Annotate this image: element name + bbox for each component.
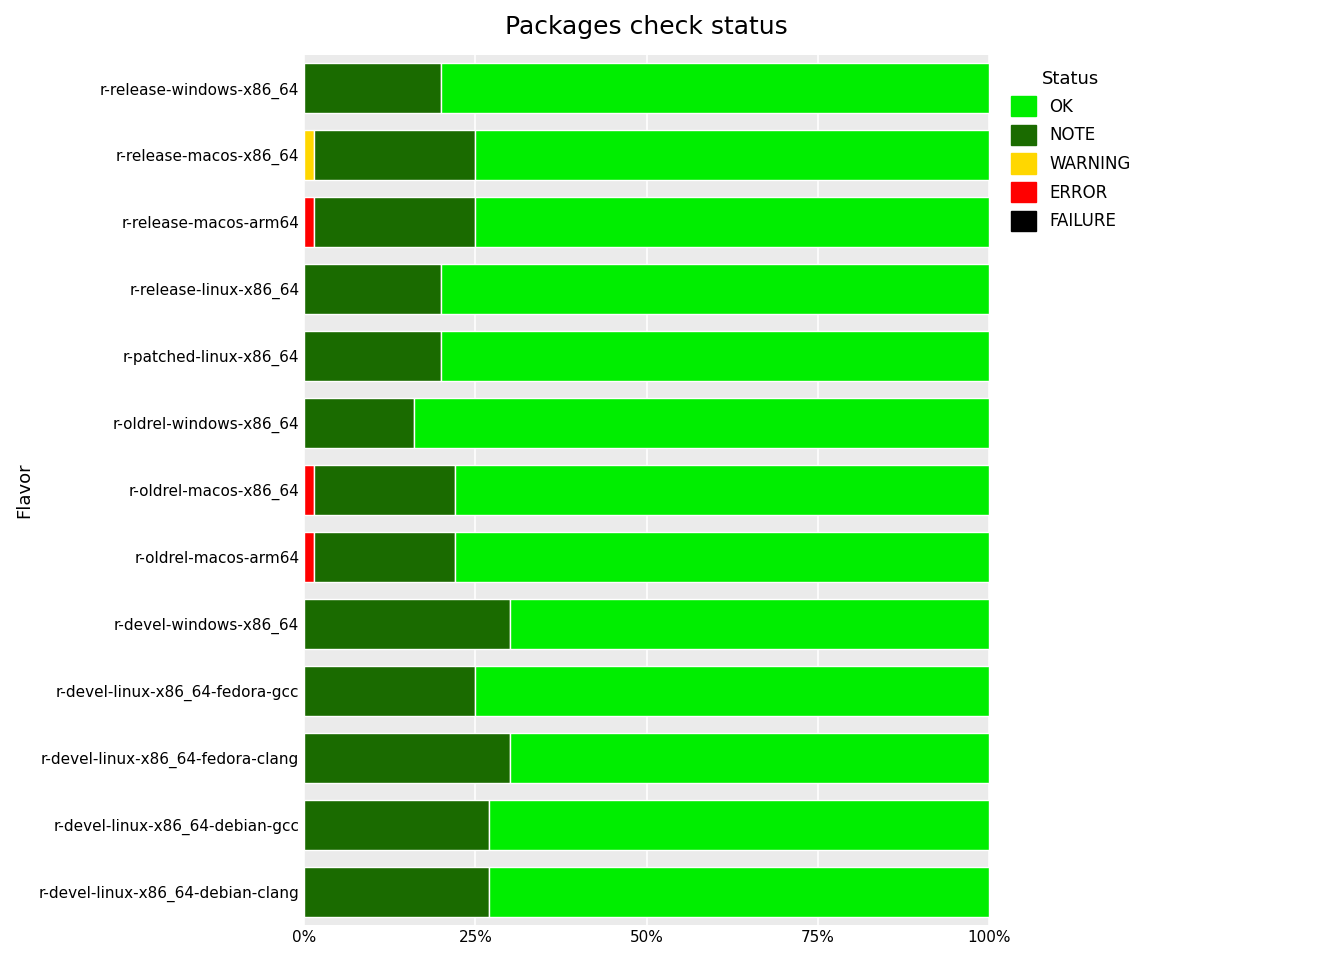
Bar [414, 398, 989, 448]
Title: Packages check status: Packages check status [505, 15, 788, 39]
Bar [304, 131, 314, 180]
Bar [304, 197, 314, 248]
Bar [454, 532, 989, 582]
Bar [441, 63, 989, 113]
Bar [304, 599, 509, 649]
Bar [304, 398, 414, 448]
Bar [314, 197, 476, 248]
Bar [476, 665, 989, 716]
Bar [304, 732, 509, 782]
Y-axis label: Flavor: Flavor [15, 462, 34, 517]
Bar [314, 532, 454, 582]
Bar [489, 867, 989, 917]
Bar [441, 331, 989, 381]
Legend: OK, NOTE, WARNING, ERROR, FAILURE: OK, NOTE, WARNING, ERROR, FAILURE [1004, 63, 1137, 238]
Bar [304, 532, 314, 582]
Bar [509, 732, 989, 782]
Bar [314, 465, 454, 516]
Bar [304, 867, 489, 917]
Bar [476, 131, 989, 180]
Bar [489, 800, 989, 850]
Bar [304, 465, 314, 516]
Bar [304, 665, 476, 716]
Bar [304, 331, 441, 381]
Bar [304, 264, 441, 314]
Bar [304, 800, 489, 850]
Bar [454, 465, 989, 516]
Bar [476, 197, 989, 248]
Bar [304, 63, 441, 113]
Bar [441, 264, 989, 314]
Bar [509, 599, 989, 649]
Bar [314, 131, 476, 180]
